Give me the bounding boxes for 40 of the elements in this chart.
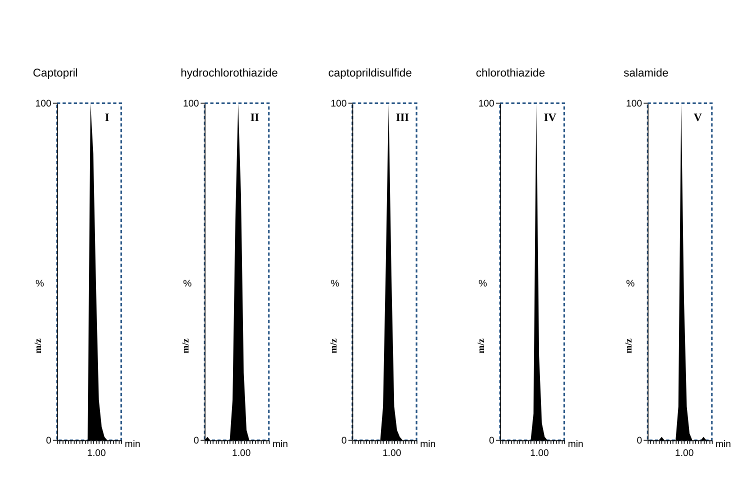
text: m/z xyxy=(624,338,635,354)
x-axis-title: min xyxy=(715,439,732,450)
x-tick-label: 1.00 xyxy=(530,448,549,459)
chart-title: captoprildisulfide xyxy=(328,68,412,80)
text: m/z xyxy=(476,338,487,354)
y-tick-label: 100 xyxy=(182,98,200,110)
chart-title: Captopril xyxy=(32,68,78,80)
y-tick-label: 100 xyxy=(35,98,52,110)
y-axis-title: % xyxy=(626,278,636,290)
y-tick-label: 0 xyxy=(636,435,642,446)
y-axis-title: % xyxy=(183,278,192,290)
annotation: V xyxy=(694,112,702,124)
y-axis-title: % xyxy=(330,278,340,290)
x-tick-label: 1.00 xyxy=(87,448,106,459)
x-tick-label: 1.00 xyxy=(675,448,694,459)
text: m/z xyxy=(180,338,192,354)
y-tick-label: 100 xyxy=(626,98,642,110)
y-tick-label: 0 xyxy=(46,435,52,446)
text: m/z xyxy=(32,338,44,354)
chart-title: hydrochlorothiazide xyxy=(180,68,278,80)
y-axis-title: % xyxy=(35,278,44,290)
x-axis-title: min xyxy=(272,439,288,450)
x-tick-label: 1.00 xyxy=(232,448,251,459)
text: m/z xyxy=(328,338,340,354)
x-axis-title: min xyxy=(124,439,140,450)
y-tick-label: 0 xyxy=(341,435,347,446)
chart-title: salamide xyxy=(624,68,669,80)
y-tick-label: 0 xyxy=(489,435,494,446)
x-tick-label: 1.00 xyxy=(382,448,402,459)
y-tick-label: 100 xyxy=(330,98,347,110)
annotation: IV xyxy=(544,112,556,124)
annotation: II xyxy=(250,112,260,124)
y-axis-title: % xyxy=(478,278,488,290)
chart-title: chlorothiazide xyxy=(476,68,546,80)
x-axis-title: min xyxy=(420,439,436,450)
y-tick-label: 100 xyxy=(478,98,494,110)
x-axis-title: min xyxy=(568,439,584,450)
y-tick-label: 0 xyxy=(194,435,200,446)
annotation: I xyxy=(104,112,110,124)
annotation: III xyxy=(396,112,409,124)
